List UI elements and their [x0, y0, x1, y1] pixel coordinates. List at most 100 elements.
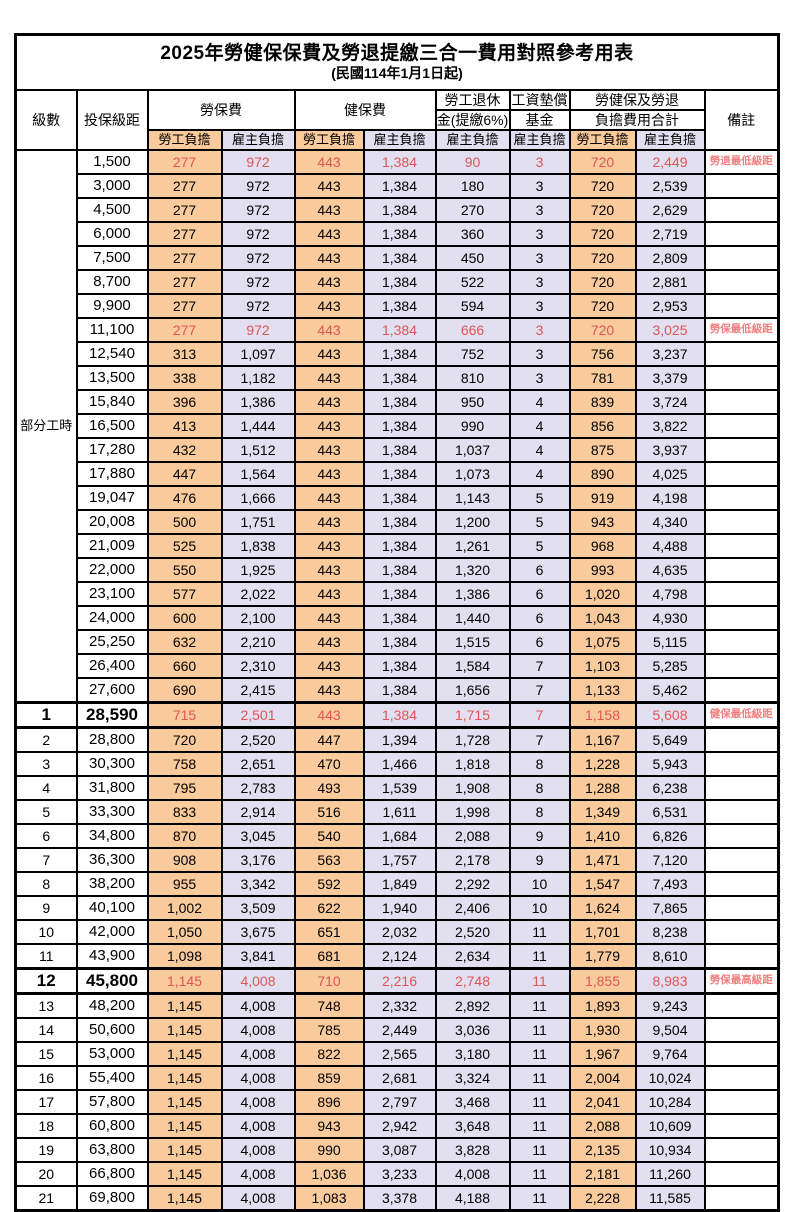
cell-value: 3,045	[220, 823, 296, 849]
cell-value: 756	[568, 341, 637, 367]
cell-bracket: 48,200	[75, 992, 149, 1019]
cell-value: 795	[146, 775, 223, 801]
cell-bracket: 26,400	[75, 653, 149, 679]
cell-value: 443	[293, 605, 365, 631]
cell-value: 10,284	[634, 1089, 706, 1115]
cell-value: 856	[568, 413, 637, 439]
table-row: 3 30,300 758 2,651 470 1,466 1,818 8 1,228 5,943	[14, 751, 780, 777]
table-row: 17,880 447 1,564 443 1,384 1,073 4 890 4,025	[16, 461, 780, 487]
cell-value: 600	[146, 605, 223, 631]
cell-value: 3	[508, 317, 571, 343]
cell-value: 1,394	[362, 726, 437, 753]
cell-value: 1,288	[568, 775, 637, 801]
cell-value: 592	[293, 871, 365, 897]
cell-value: 1,143	[434, 485, 511, 511]
cell-value: 690	[146, 677, 223, 704]
table-row: 13,500 338 1,182 443 1,384 810 3 781 3,379	[16, 365, 780, 391]
cell-value: 4,008	[220, 967, 296, 995]
cell-value: 1,145	[146, 1065, 223, 1091]
cell-value: 1,386	[434, 581, 511, 607]
cell-value: 1,073	[434, 461, 511, 487]
cell-value: 993	[568, 557, 637, 583]
cell-value: 1,611	[362, 799, 437, 825]
table-row: 3,000 277 972 443 1,384 180 3 720 2,539	[16, 173, 780, 199]
cell-value: 1,384	[362, 701, 437, 729]
cell-value: 5,943	[634, 751, 706, 777]
cell-value: 4,188	[434, 1185, 511, 1212]
cell-value: 1,384	[362, 269, 437, 295]
cell-value: 5,649	[634, 726, 706, 753]
cell-value: 4,008	[434, 1161, 511, 1187]
cell-value: 1,666	[220, 485, 296, 511]
cell-value: 2,520	[220, 726, 296, 753]
cell-value: 870	[146, 823, 223, 849]
cell-value: 3	[508, 149, 571, 175]
cell-value: 10	[508, 871, 571, 897]
cell-level: 20	[14, 1161, 78, 1187]
cell-value: 1,320	[434, 557, 511, 583]
cell-value: 1,838	[220, 533, 296, 559]
cell-value: 413	[146, 413, 223, 439]
page: 2025年勞健保保費及勞退提繳三合一費用對照參考用表 (民國114年1月1日起)…	[14, 33, 781, 1212]
cell-note	[703, 1065, 780, 1091]
table-row: 8 38,200 955 3,342 592 1,849 2,292 10 1,547 7,493	[14, 871, 780, 897]
cell-value: 443	[293, 461, 365, 487]
cell-value: 1,410	[568, 823, 637, 849]
cell-value: 11,585	[634, 1185, 706, 1212]
cell-value: 1,440	[434, 605, 511, 631]
cell-value: 1,133	[568, 677, 637, 704]
cell-value: 3,379	[634, 365, 706, 391]
cell-value: 3,675	[220, 919, 296, 945]
cell-value: 11	[508, 1089, 571, 1115]
cell-value: 972	[220, 221, 296, 247]
cell-value: 859	[293, 1065, 365, 1091]
cell-value: 277	[146, 173, 223, 199]
cell-level: 19	[14, 1137, 78, 1163]
table-row: 6,000 277 972 443 1,384 360 3 720 2,719	[16, 221, 780, 247]
cell-value: 443	[293, 293, 365, 319]
cell-value: 443	[293, 485, 365, 511]
cell-value: 1,584	[434, 653, 511, 679]
cell-level: 12	[14, 967, 78, 995]
cell-value: 1,043	[568, 605, 637, 631]
cell-value: 277	[146, 317, 223, 343]
cell-value: 4,008	[220, 1065, 296, 1091]
cell-value: 3,378	[362, 1185, 437, 1212]
cell-note	[703, 847, 780, 873]
cell-value: 1,547	[568, 871, 637, 897]
cell-level: 16	[14, 1065, 78, 1091]
cell-value: 896	[293, 1089, 365, 1115]
cell-bracket: 50,600	[75, 1017, 149, 1043]
cell-value: 950	[434, 389, 511, 415]
table-row: 9 40,100 1,002 3,509 622 1,940 2,406 10 1,624 7,8…	[14, 895, 780, 921]
cell-bracket: 36,300	[75, 847, 149, 873]
cell-value: 443	[293, 317, 365, 343]
cell-note	[703, 895, 780, 921]
cell-bracket: 20,008	[75, 509, 149, 535]
col-header-health-insurance: 健保費	[293, 89, 437, 131]
cell-bracket: 30,300	[75, 751, 149, 777]
cell-value: 955	[146, 871, 223, 897]
cell-value: 3,324	[434, 1065, 511, 1091]
cell-note	[703, 629, 780, 655]
cell-value: 277	[146, 245, 223, 271]
cell-value: 5,115	[634, 629, 706, 655]
cell-value: 715	[146, 701, 223, 729]
premium-reference-table: 2025年勞健保保費及勞退提繳三合一費用對照參考用表 (民國114年1月1日起)…	[14, 33, 781, 1212]
cell-bracket: 27,600	[75, 677, 149, 704]
cell-value: 5,462	[634, 677, 706, 704]
cell-value: 1,384	[362, 605, 437, 631]
cell-value: 972	[220, 149, 296, 175]
cell-value: 1,384	[362, 485, 437, 511]
subheader-health-employee: 勞工負擔	[293, 129, 365, 151]
cell-note	[703, 943, 780, 970]
cell-value: 3	[508, 245, 571, 271]
table-row: 10 42,000 1,050 3,675 651 2,032 2,520 11 1,701 8,…	[14, 919, 780, 945]
cell-value: 522	[434, 269, 511, 295]
cell-value: 443	[293, 245, 365, 271]
col-header-level: 級數	[14, 89, 78, 151]
cell-value: 4,008	[220, 1161, 296, 1187]
cell-value: 277	[146, 269, 223, 295]
cell-value: 1,384	[362, 389, 437, 415]
cell-value: 1,384	[362, 317, 437, 343]
